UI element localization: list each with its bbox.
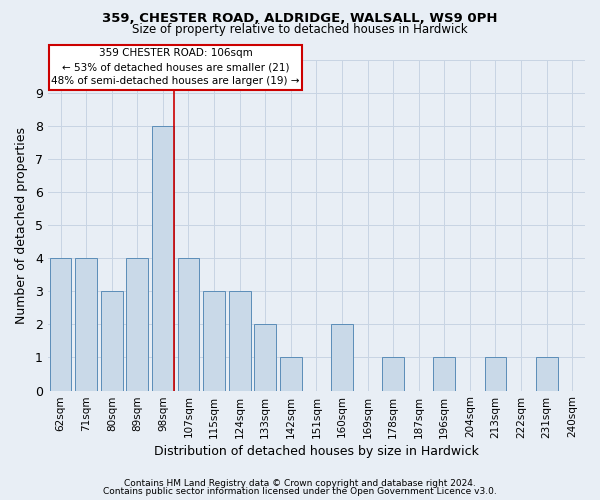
- Bar: [433, 358, 455, 390]
- Bar: [101, 292, 122, 390]
- Bar: [536, 358, 557, 390]
- Bar: [331, 324, 353, 390]
- Text: 359 CHESTER ROAD: 106sqm
← 53% of detached houses are smaller (21)
48% of semi-d: 359 CHESTER ROAD: 106sqm ← 53% of detach…: [52, 48, 300, 86]
- Text: Contains HM Land Registry data © Crown copyright and database right 2024.: Contains HM Land Registry data © Crown c…: [124, 478, 476, 488]
- X-axis label: Distribution of detached houses by size in Hardwick: Distribution of detached houses by size …: [154, 444, 479, 458]
- FancyBboxPatch shape: [49, 45, 302, 90]
- Y-axis label: Number of detached properties: Number of detached properties: [15, 126, 28, 324]
- Bar: [229, 292, 251, 390]
- Bar: [178, 258, 199, 390]
- Bar: [152, 126, 174, 390]
- Bar: [127, 258, 148, 390]
- Text: 359, CHESTER ROAD, ALDRIDGE, WALSALL, WS9 0PH: 359, CHESTER ROAD, ALDRIDGE, WALSALL, WS…: [102, 12, 498, 26]
- Bar: [382, 358, 404, 390]
- Bar: [485, 358, 506, 390]
- Text: Size of property relative to detached houses in Hardwick: Size of property relative to detached ho…: [132, 22, 468, 36]
- Text: Contains public sector information licensed under the Open Government Licence v3: Contains public sector information licen…: [103, 487, 497, 496]
- Bar: [254, 324, 276, 390]
- Bar: [50, 258, 71, 390]
- Bar: [203, 292, 225, 390]
- Bar: [280, 358, 302, 390]
- Bar: [76, 258, 97, 390]
